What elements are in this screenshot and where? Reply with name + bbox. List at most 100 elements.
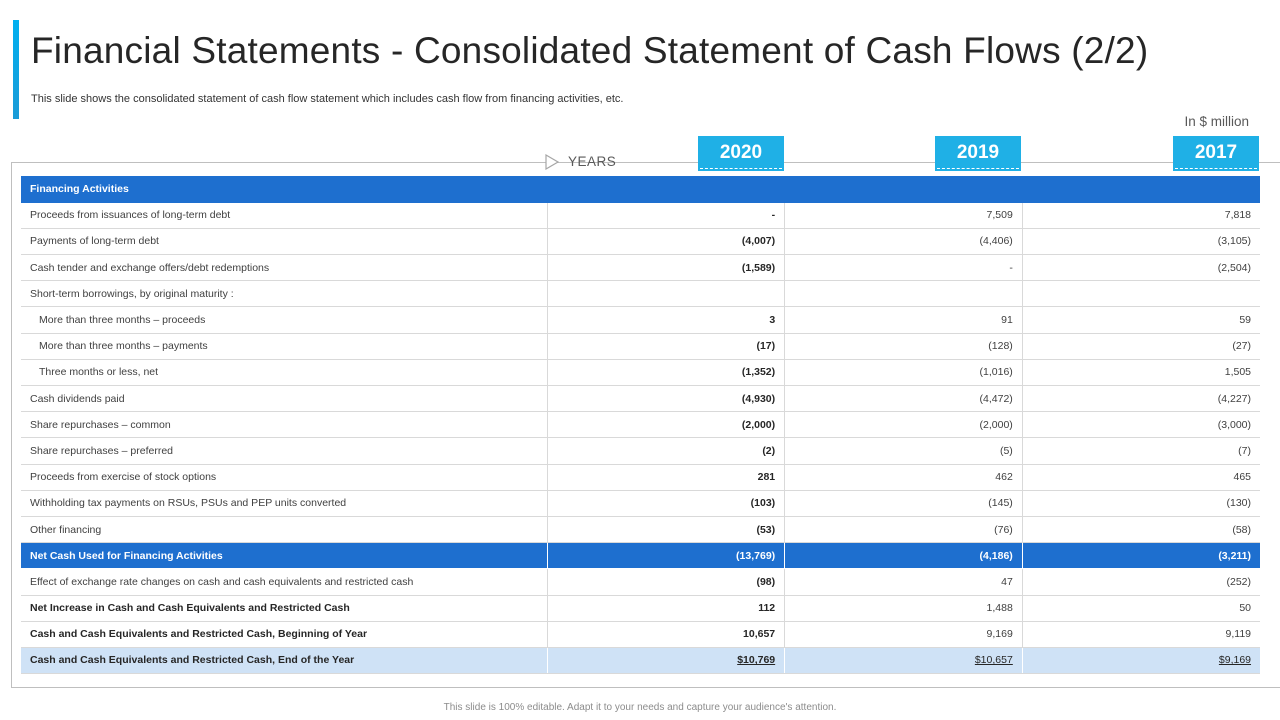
page-subtitle: This slide shows the consolidated statem… (31, 93, 624, 105)
row-label: Cash dividends paid (21, 385, 547, 413)
table-row: Proceeds from issuances of long-term deb… (21, 202, 1261, 229)
value-2019: (5) (784, 437, 1023, 465)
row-label: Net Increase in Cash and Cash Equivalent… (21, 595, 547, 622)
year-header-2019: 2019 (935, 136, 1021, 171)
table-row: Cash dividends paid (4,930) (4,472) (4,2… (21, 385, 1261, 413)
value-2020: (1,352) (546, 359, 785, 387)
total-2017: (3,211) (1021, 542, 1261, 570)
final-row: Cash and Cash Equivalents and Restricted… (21, 647, 1261, 675)
value-2020: (2,000) (546, 411, 785, 439)
row-label: Payments of long-term debt (21, 228, 547, 256)
value-2020: (1,589) (546, 254, 785, 282)
value-2020: (53) (546, 516, 785, 544)
total-2019: (4,186) (784, 542, 1023, 570)
value-2017: (58) (1021, 516, 1261, 544)
value-2019: (76) (784, 516, 1023, 544)
section-header-row: Financing Activities (21, 176, 1261, 203)
value-2019: 9,169 (784, 621, 1023, 648)
value-2020: 281 (546, 464, 785, 491)
value-2019: (4,472) (784, 385, 1023, 413)
value-2019: (128) (784, 333, 1023, 360)
value-2019: 47 (784, 568, 1023, 596)
table-row: More than three months – payments (17) (… (21, 333, 1261, 360)
table-frame (11, 162, 1280, 688)
row-label: Three months or less, net (21, 359, 547, 387)
total-label: Net Cash Used for Financing Activities (21, 542, 547, 570)
footer-note: This slide is 100% editable. Adapt it to… (443, 702, 837, 713)
table-row: Cash tender and exchange offers/debt red… (21, 254, 1261, 282)
play-arrow-icon (545, 154, 559, 170)
year-header-2020: 2020 (698, 136, 784, 171)
value-2017: (27) (1021, 333, 1261, 360)
table-row: Share repurchases – preferred (2) (5) (7… (21, 437, 1261, 465)
year-header-2017: 2017 (1173, 136, 1259, 171)
row-label: Proceeds from issuances of long-term deb… (21, 202, 547, 229)
value-2020: - (546, 202, 785, 229)
value-2019: (2,000) (784, 411, 1023, 439)
row-label: Effect of exchange rate changes on cash … (21, 568, 547, 596)
value-2020: 10,657 (546, 621, 785, 648)
title-accent-bar (13, 20, 19, 119)
total-row: Net Cash Used for Financing Activities (… (21, 542, 1261, 570)
row-label: Cash tender and exchange offers/debt red… (21, 254, 547, 282)
table-row: Payments of long-term debt (4,007) (4,40… (21, 228, 1261, 256)
page-title: Financial Statements - Consolidated Stat… (31, 30, 1149, 71)
table-row: Short-term borrowings, by original matur… (21, 280, 1261, 308)
table-row: Other financing (53) (76) (58) (21, 516, 1261, 544)
value-2020: (98) (546, 568, 785, 596)
table-row: Cash and Cash Equivalents and Restricted… (21, 621, 1261, 648)
years-label: YEARS (568, 154, 617, 169)
value-2019: (145) (784, 490, 1023, 517)
table-row: Proceeds from exercise of stock options … (21, 464, 1261, 491)
row-label: Short-term borrowings, by original matur… (21, 280, 547, 308)
row-label: Cash and Cash Equivalents and Restricted… (21, 621, 547, 648)
table-row: Effect of exchange rate changes on cash … (21, 568, 1261, 596)
table-row: Three months or less, net (1,352) (1,016… (21, 359, 1261, 387)
value-2017: 59 (1021, 306, 1261, 334)
value-2017 (1021, 280, 1261, 308)
table-row: Share repurchases – common (2,000) (2,00… (21, 411, 1261, 439)
value-2019: 7,509 (784, 202, 1023, 229)
final-2017: $9,169 (1021, 647, 1261, 675)
value-2019 (784, 280, 1023, 308)
value-2017: 1,505 (1021, 359, 1261, 387)
row-label: Other financing (21, 516, 547, 544)
final-2019: $10,657 (784, 647, 1023, 675)
value-2017: 50 (1021, 595, 1261, 622)
table-row: Withholding tax payments on RSUs, PSUs a… (21, 490, 1261, 517)
value-2017: (4,227) (1021, 385, 1261, 413)
value-2017: 465 (1021, 464, 1261, 491)
row-label: More than three months – proceeds (21, 306, 547, 334)
value-2019: 1,488 (784, 595, 1023, 622)
final-2020: $10,769 (546, 647, 785, 675)
years-line (11, 162, 544, 163)
value-2020: 112 (546, 595, 785, 622)
row-label: Share repurchases – common (21, 411, 547, 439)
value-2017: (130) (1021, 490, 1261, 517)
value-2017: 7,818 (1021, 202, 1261, 229)
total-2020: (13,769) (546, 542, 785, 570)
value-2019: (1,016) (784, 359, 1023, 387)
table-row: Net Increase in Cash and Cash Equivalent… (21, 595, 1261, 622)
value-2017: (3,000) (1021, 411, 1261, 439)
value-2020 (546, 280, 785, 308)
value-2020: (17) (546, 333, 785, 360)
section-header: Financing Activities (21, 176, 1261, 203)
row-label: Proceeds from exercise of stock options (21, 464, 547, 491)
value-2020: (4,007) (546, 228, 785, 256)
value-2019: - (784, 254, 1023, 282)
row-label: Withholding tax payments on RSUs, PSUs a… (21, 490, 547, 517)
value-2017: (252) (1021, 568, 1261, 596)
unit-label: In $ million (1184, 114, 1249, 129)
value-2017: 9,119 (1021, 621, 1261, 648)
final-label: Cash and Cash Equivalents and Restricted… (21, 647, 547, 675)
value-2017: (7) (1021, 437, 1261, 465)
table-row: More than three months – proceeds 3 91 5… (21, 306, 1261, 334)
value-2020: 3 (546, 306, 785, 334)
value-2020: (2) (546, 437, 785, 465)
value-2017: (2,504) (1021, 254, 1261, 282)
row-label: Share repurchases – preferred (21, 437, 547, 465)
value-2019: 91 (784, 306, 1023, 334)
value-2020: (103) (546, 490, 785, 517)
row-label: More than three months – payments (21, 333, 547, 360)
